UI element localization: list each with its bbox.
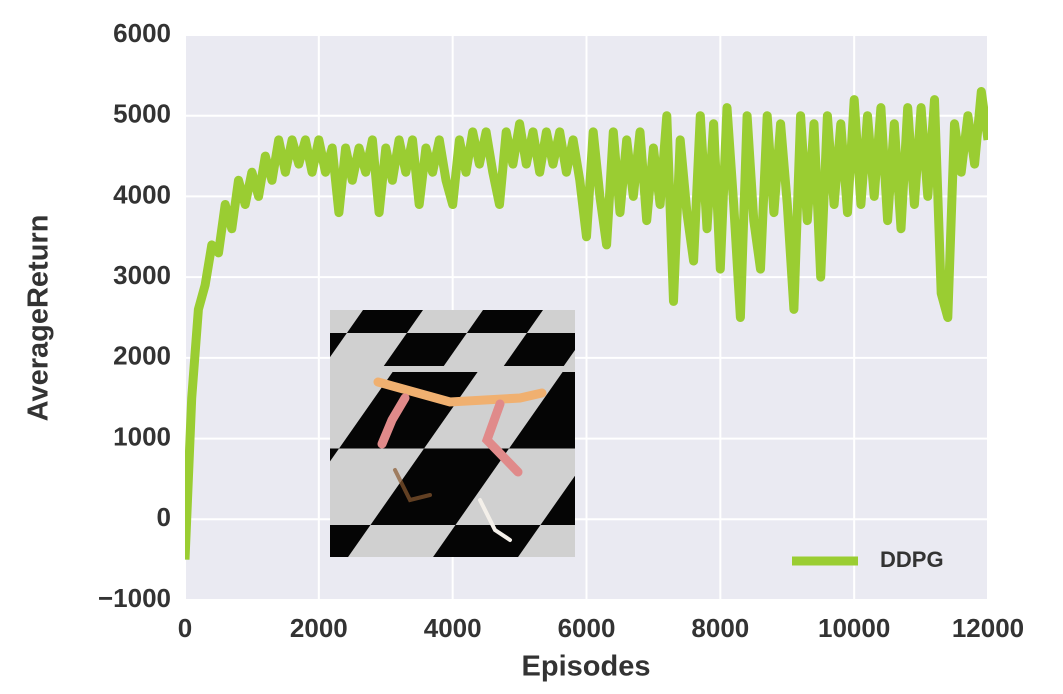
x-tick-label: 4000 bbox=[424, 613, 482, 643]
x-tick-label: 12000 bbox=[952, 613, 1024, 643]
x-tick-label: 6000 bbox=[558, 613, 616, 643]
y-tick-label: 4000 bbox=[113, 179, 171, 209]
x-tick-label: 10000 bbox=[818, 613, 890, 643]
y-tick-label: 2000 bbox=[113, 341, 171, 371]
x-tick-label: 0 bbox=[178, 613, 192, 643]
y-tick-label: 1000 bbox=[113, 421, 171, 451]
y-axis-label: AverageReturn bbox=[23, 215, 55, 422]
legend: DDPG bbox=[792, 547, 944, 572]
y-tick-label: −1000 bbox=[98, 583, 171, 613]
lines bbox=[185, 87, 988, 560]
legend-label: DDPG bbox=[880, 547, 944, 572]
y-tick-label: 3000 bbox=[113, 260, 171, 290]
x-tick-label: 2000 bbox=[290, 613, 348, 643]
y-tick-label: 5000 bbox=[113, 99, 171, 129]
inset-image bbox=[330, 310, 575, 557]
x-tick-label: 8000 bbox=[691, 613, 749, 643]
data-line bbox=[185, 87, 988, 560]
y-tick-label: 0 bbox=[157, 502, 171, 532]
x-axis-label: Episodes bbox=[522, 651, 651, 683]
y-tick-label: 6000 bbox=[113, 18, 171, 48]
